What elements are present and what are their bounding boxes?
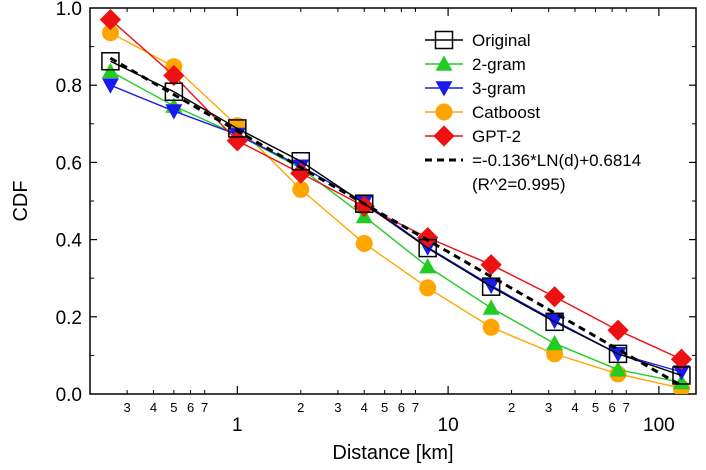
x-minor-tick-label: 3	[334, 400, 341, 415]
point-gpt-2	[417, 227, 439, 249]
point-catboost	[101, 24, 119, 42]
series-gpt-2	[99, 8, 693, 370]
point-gpt-2	[99, 8, 122, 31]
point-gpt-2	[607, 319, 629, 341]
x-minor-tick-label: 7	[412, 400, 419, 415]
point-3-gram	[609, 347, 627, 363]
x-minor-tick-label: 7	[201, 400, 208, 415]
x-minor-tick-label: 7	[623, 400, 630, 415]
y-axis-label: CDF	[10, 180, 32, 221]
point-gpt-2	[480, 254, 502, 276]
point-original	[672, 366, 691, 385]
x-minor-tick-label: 5	[592, 400, 599, 415]
point-original	[481, 277, 501, 296]
legend-label-2-gram: 2-gram	[472, 55, 526, 74]
legend-marker-original	[434, 30, 454, 50]
x-tick-label: 1	[232, 415, 243, 436]
point-catboost	[419, 279, 437, 297]
x-minor-tick-label: 6	[609, 400, 616, 415]
y-tick-label: 1.0	[56, 0, 82, 20]
point-2-gram	[672, 373, 690, 390]
x-axis-label: Distance [km]	[332, 442, 453, 464]
point-2-gram	[419, 258, 437, 274]
legend-label-gpt-2: GPT-2	[472, 127, 521, 146]
point-catboost	[355, 234, 373, 252]
x-minor-tick-label: 4	[150, 400, 157, 415]
y-tick-label: 0.6	[56, 153, 82, 174]
point-3-gram	[672, 365, 690, 381]
legend-label-original: Original	[472, 31, 531, 50]
point-original	[101, 52, 120, 71]
fit-line	[109, 56, 683, 387]
point-gpt-2	[226, 130, 248, 152]
x-tick-label: 10	[438, 415, 459, 436]
legend-label-fit: =-0.136*LN(d)+0.6814	[472, 151, 641, 170]
series-line-catboost	[110, 32, 682, 389]
x-minor-tick-label: 3	[123, 400, 130, 415]
legend-marker-2-gram	[435, 55, 453, 71]
x-minor-tick-label: 5	[381, 400, 388, 415]
legend-label-catboost: Catboost	[472, 103, 540, 122]
point-original	[228, 119, 247, 138]
x-minor-tick-label: 2	[508, 400, 515, 415]
point-2-gram	[482, 299, 500, 315]
series-line-3-gram	[110, 84, 682, 373]
x-tick-label: 100	[643, 415, 675, 436]
x-minor-tick-label: 6	[187, 400, 194, 415]
y-tick-label: 0.2	[56, 308, 82, 329]
point-gpt-2	[670, 348, 693, 370]
point-3-gram	[165, 104, 183, 120]
legend-marker-3-gram	[435, 81, 453, 97]
legend-marker-gpt-2	[433, 125, 455, 147]
y-tick-label: 0.8	[56, 76, 82, 97]
point-2-gram	[546, 334, 564, 351]
x-minor-tick-label: 2	[297, 400, 304, 415]
series-line-2-gram	[110, 70, 682, 384]
series-3-gram	[101, 78, 690, 381]
y-tick-label: 0.4	[56, 231, 83, 252]
series-line-gpt-2	[109, 19, 682, 360]
point-catboost	[292, 180, 310, 198]
point-original	[545, 312, 564, 332]
point-3-gram	[101, 78, 119, 94]
series-line-original	[110, 60, 682, 377]
fit-curve-group	[109, 56, 683, 387]
point-gpt-2	[290, 162, 312, 184]
point-2-gram	[609, 361, 627, 377]
x-minor-tick-label: 4	[571, 400, 578, 415]
point-catboost	[482, 318, 500, 336]
point-gpt-2	[163, 64, 185, 87]
series-original	[101, 52, 691, 385]
x-minor-tick-label: 4	[361, 400, 368, 415]
x-minor-tick-label: 5	[170, 400, 177, 415]
legend-label-3-gram: 3-gram	[472, 79, 526, 98]
x-minor-tick-label: 3	[545, 400, 552, 415]
legend-marker-catboost	[435, 103, 453, 121]
point-gpt-2	[543, 286, 566, 308]
legend-label-fit-r2: (R^2=0.995)	[472, 175, 566, 194]
point-original	[164, 82, 184, 102]
y-tick-label: 0.0	[56, 385, 82, 406]
x-minor-tick-label: 6	[398, 400, 405, 415]
point-original	[354, 194, 374, 213]
legend: Original 2-gram 3-gram Catboost GPT-2 =-0.136…	[425, 30, 641, 194]
series-layer	[99, 8, 693, 394]
